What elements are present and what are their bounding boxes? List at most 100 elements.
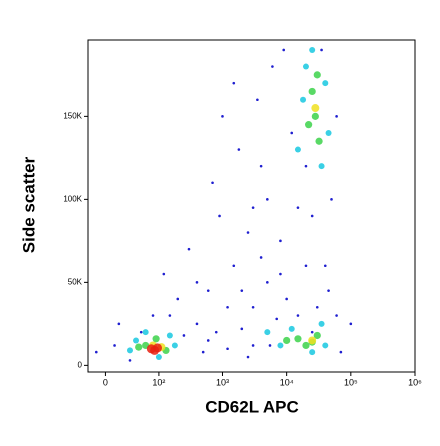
- point: [126, 347, 133, 354]
- y-tick-label: 100K: [63, 194, 82, 203]
- point: [322, 80, 329, 87]
- x-tick-label: 10⁶: [408, 377, 422, 387]
- point: [142, 329, 149, 336]
- x-tick-label: 10²: [152, 377, 165, 387]
- point: [226, 305, 229, 309]
- point: [318, 163, 325, 170]
- y-tick-label: 150K: [63, 111, 82, 120]
- point: [268, 344, 272, 347]
- point: [318, 320, 325, 327]
- point: [335, 314, 338, 317]
- point: [294, 146, 301, 153]
- point: [266, 281, 269, 284]
- point: [135, 343, 143, 351]
- point: [218, 214, 221, 218]
- point: [251, 344, 255, 347]
- point: [315, 137, 323, 145]
- point: [277, 342, 284, 349]
- point: [246, 355, 250, 359]
- point: [339, 350, 343, 354]
- point: [322, 342, 329, 349]
- x-axis-title: CD62L APC: [205, 397, 299, 416]
- point: [327, 289, 330, 292]
- point: [271, 65, 274, 68]
- point: [315, 305, 319, 309]
- point: [305, 121, 313, 129]
- point: [275, 317, 279, 321]
- point: [232, 264, 236, 268]
- point: [310, 330, 314, 334]
- point: [309, 46, 316, 53]
- point: [246, 231, 250, 234]
- point: [309, 349, 316, 356]
- y-tick-label: 0: [78, 360, 83, 369]
- point: [308, 87, 316, 96]
- point: [195, 322, 199, 326]
- point: [237, 148, 241, 151]
- point: [320, 48, 323, 52]
- x-tick-label: 10³: [216, 377, 229, 387]
- point: [349, 322, 353, 326]
- point: [113, 344, 116, 347]
- point: [285, 297, 288, 301]
- point: [294, 335, 302, 343]
- point: [290, 131, 294, 135]
- point: [128, 359, 132, 362]
- point: [259, 164, 263, 168]
- point: [302, 63, 309, 70]
- point: [155, 354, 162, 361]
- point: [206, 339, 210, 342]
- x-tick-label: 10⁵: [344, 377, 358, 387]
- point: [251, 305, 255, 309]
- point: [304, 164, 308, 168]
- point: [335, 115, 338, 118]
- point: [283, 336, 291, 345]
- point: [187, 247, 191, 251]
- point: [311, 104, 320, 113]
- point: [195, 281, 199, 284]
- point: [232, 81, 236, 85]
- point: [162, 272, 166, 276]
- point: [206, 289, 210, 292]
- point: [259, 256, 263, 259]
- x-tick-label: 10⁴: [280, 377, 294, 387]
- point: [151, 314, 155, 317]
- point: [240, 289, 244, 292]
- point: [279, 239, 282, 243]
- point: [308, 336, 317, 345]
- point: [313, 331, 321, 340]
- point: [214, 330, 218, 334]
- point: [150, 345, 160, 355]
- point: [323, 264, 327, 268]
- point: [166, 332, 173, 339]
- point: [221, 115, 224, 118]
- y-tick-label: 50K: [68, 277, 83, 286]
- point: [139, 330, 143, 334]
- point: [296, 206, 300, 209]
- point: [304, 264, 308, 268]
- plot-frame: [87, 39, 416, 373]
- point: [279, 272, 282, 276]
- point: [264, 329, 271, 336]
- point: [302, 341, 310, 350]
- point: [94, 350, 98, 354]
- point: [251, 206, 255, 209]
- point: [182, 334, 186, 337]
- point: [311, 112, 319, 120]
- point: [171, 342, 178, 349]
- point: [313, 71, 321, 79]
- point: [330, 198, 333, 201]
- point: [152, 335, 160, 343]
- point: [300, 96, 307, 103]
- point: [256, 98, 259, 102]
- point: [201, 350, 205, 354]
- point: [133, 337, 140, 344]
- point: [310, 214, 314, 218]
- point: [117, 322, 121, 326]
- y-axis-title: Side scatter: [19, 156, 38, 253]
- point: [168, 314, 172, 317]
- point: [266, 198, 269, 201]
- x-tick-label: 0: [103, 377, 108, 387]
- point: [176, 297, 180, 301]
